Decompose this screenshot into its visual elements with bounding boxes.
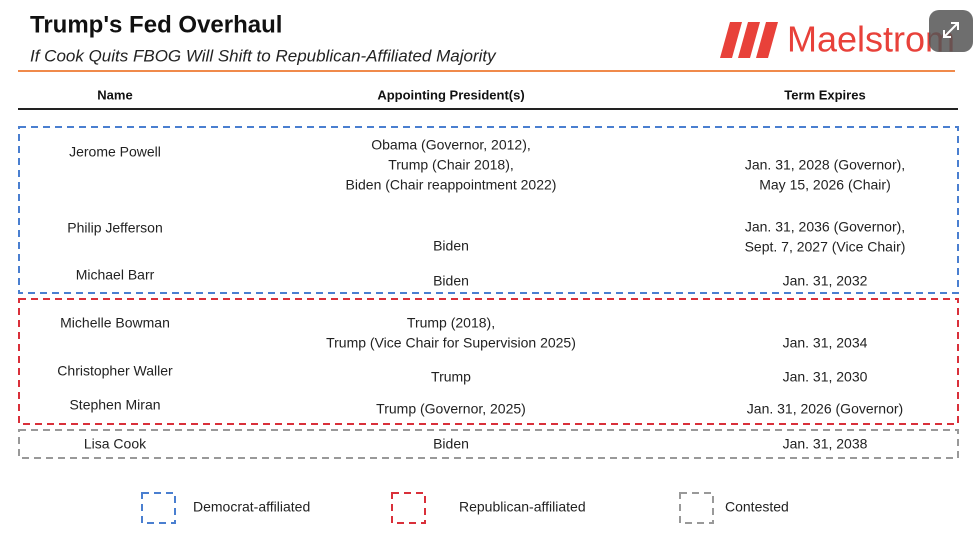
logo-text: Maelstrom [787, 19, 955, 60]
cell-text: Christopher Waller [57, 363, 173, 379]
cell-text: Jan. 31, 2030 [783, 369, 868, 385]
democrat-box [18, 126, 959, 294]
column-header: Appointing President(s) [377, 87, 524, 102]
title: Trump's Fed Overhaul [30, 11, 282, 38]
cell-text: Lisa Cook [84, 436, 147, 452]
legend-swatch [679, 492, 714, 524]
cell-text: Obama (Governor, 2012), [371, 137, 531, 153]
cell-text: Biden (Chair reappointment 2022) [346, 177, 557, 193]
cell-text: Jan. 31, 2028 (Governor), [745, 157, 905, 173]
legend-label: Republican-affiliated [459, 499, 586, 515]
cell-text: Philip Jefferson [67, 220, 162, 236]
column-header: Term Expires [784, 87, 865, 102]
cell-text: May 15, 2026 (Chair) [759, 177, 891, 193]
republican-box [18, 298, 959, 425]
legend-label: Contested [725, 499, 789, 515]
cell-text: Trump (Vice Chair for Supervision 2025) [326, 335, 576, 351]
cell-text: Trump (Governor, 2025) [376, 401, 526, 417]
cell-text: Trump (2018), [407, 315, 495, 331]
cell-text: Jan. 31, 2036 (Governor), [745, 219, 905, 235]
cell-text: Trump (Chair 2018), [388, 157, 514, 173]
subtitle: If Cook Quits FBOG Will Shift to Republi… [30, 46, 497, 65]
cell-text: Biden [433, 436, 469, 452]
cell-text: Michael Barr [76, 267, 155, 283]
column-header: Name [97, 87, 132, 102]
cell-text: Biden [433, 273, 469, 289]
cell-text: Michelle Bowman [60, 315, 170, 331]
cell-text: Biden [433, 238, 469, 254]
cell-text: Jerome Powell [69, 144, 161, 160]
cell-text: Stephen Miran [69, 397, 160, 413]
legend-label: Democrat-affiliated [193, 499, 310, 515]
expand-button[interactable] [929, 10, 973, 52]
cell-text: Jan. 31, 2038 [783, 436, 868, 452]
cell-text: Jan. 31, 2032 [783, 273, 868, 289]
cell-text: Jan. 31, 2026 (Governor) [747, 401, 903, 417]
legend-swatch [391, 492, 426, 524]
cell-text: Jan. 31, 2034 [783, 335, 868, 351]
cell-text: Trump [431, 369, 471, 385]
logo-mark [720, 22, 778, 58]
legend-swatch [141, 492, 176, 524]
contested-box [18, 429, 959, 459]
cell-text: Sept. 7, 2027 (Vice Chair) [745, 239, 906, 255]
